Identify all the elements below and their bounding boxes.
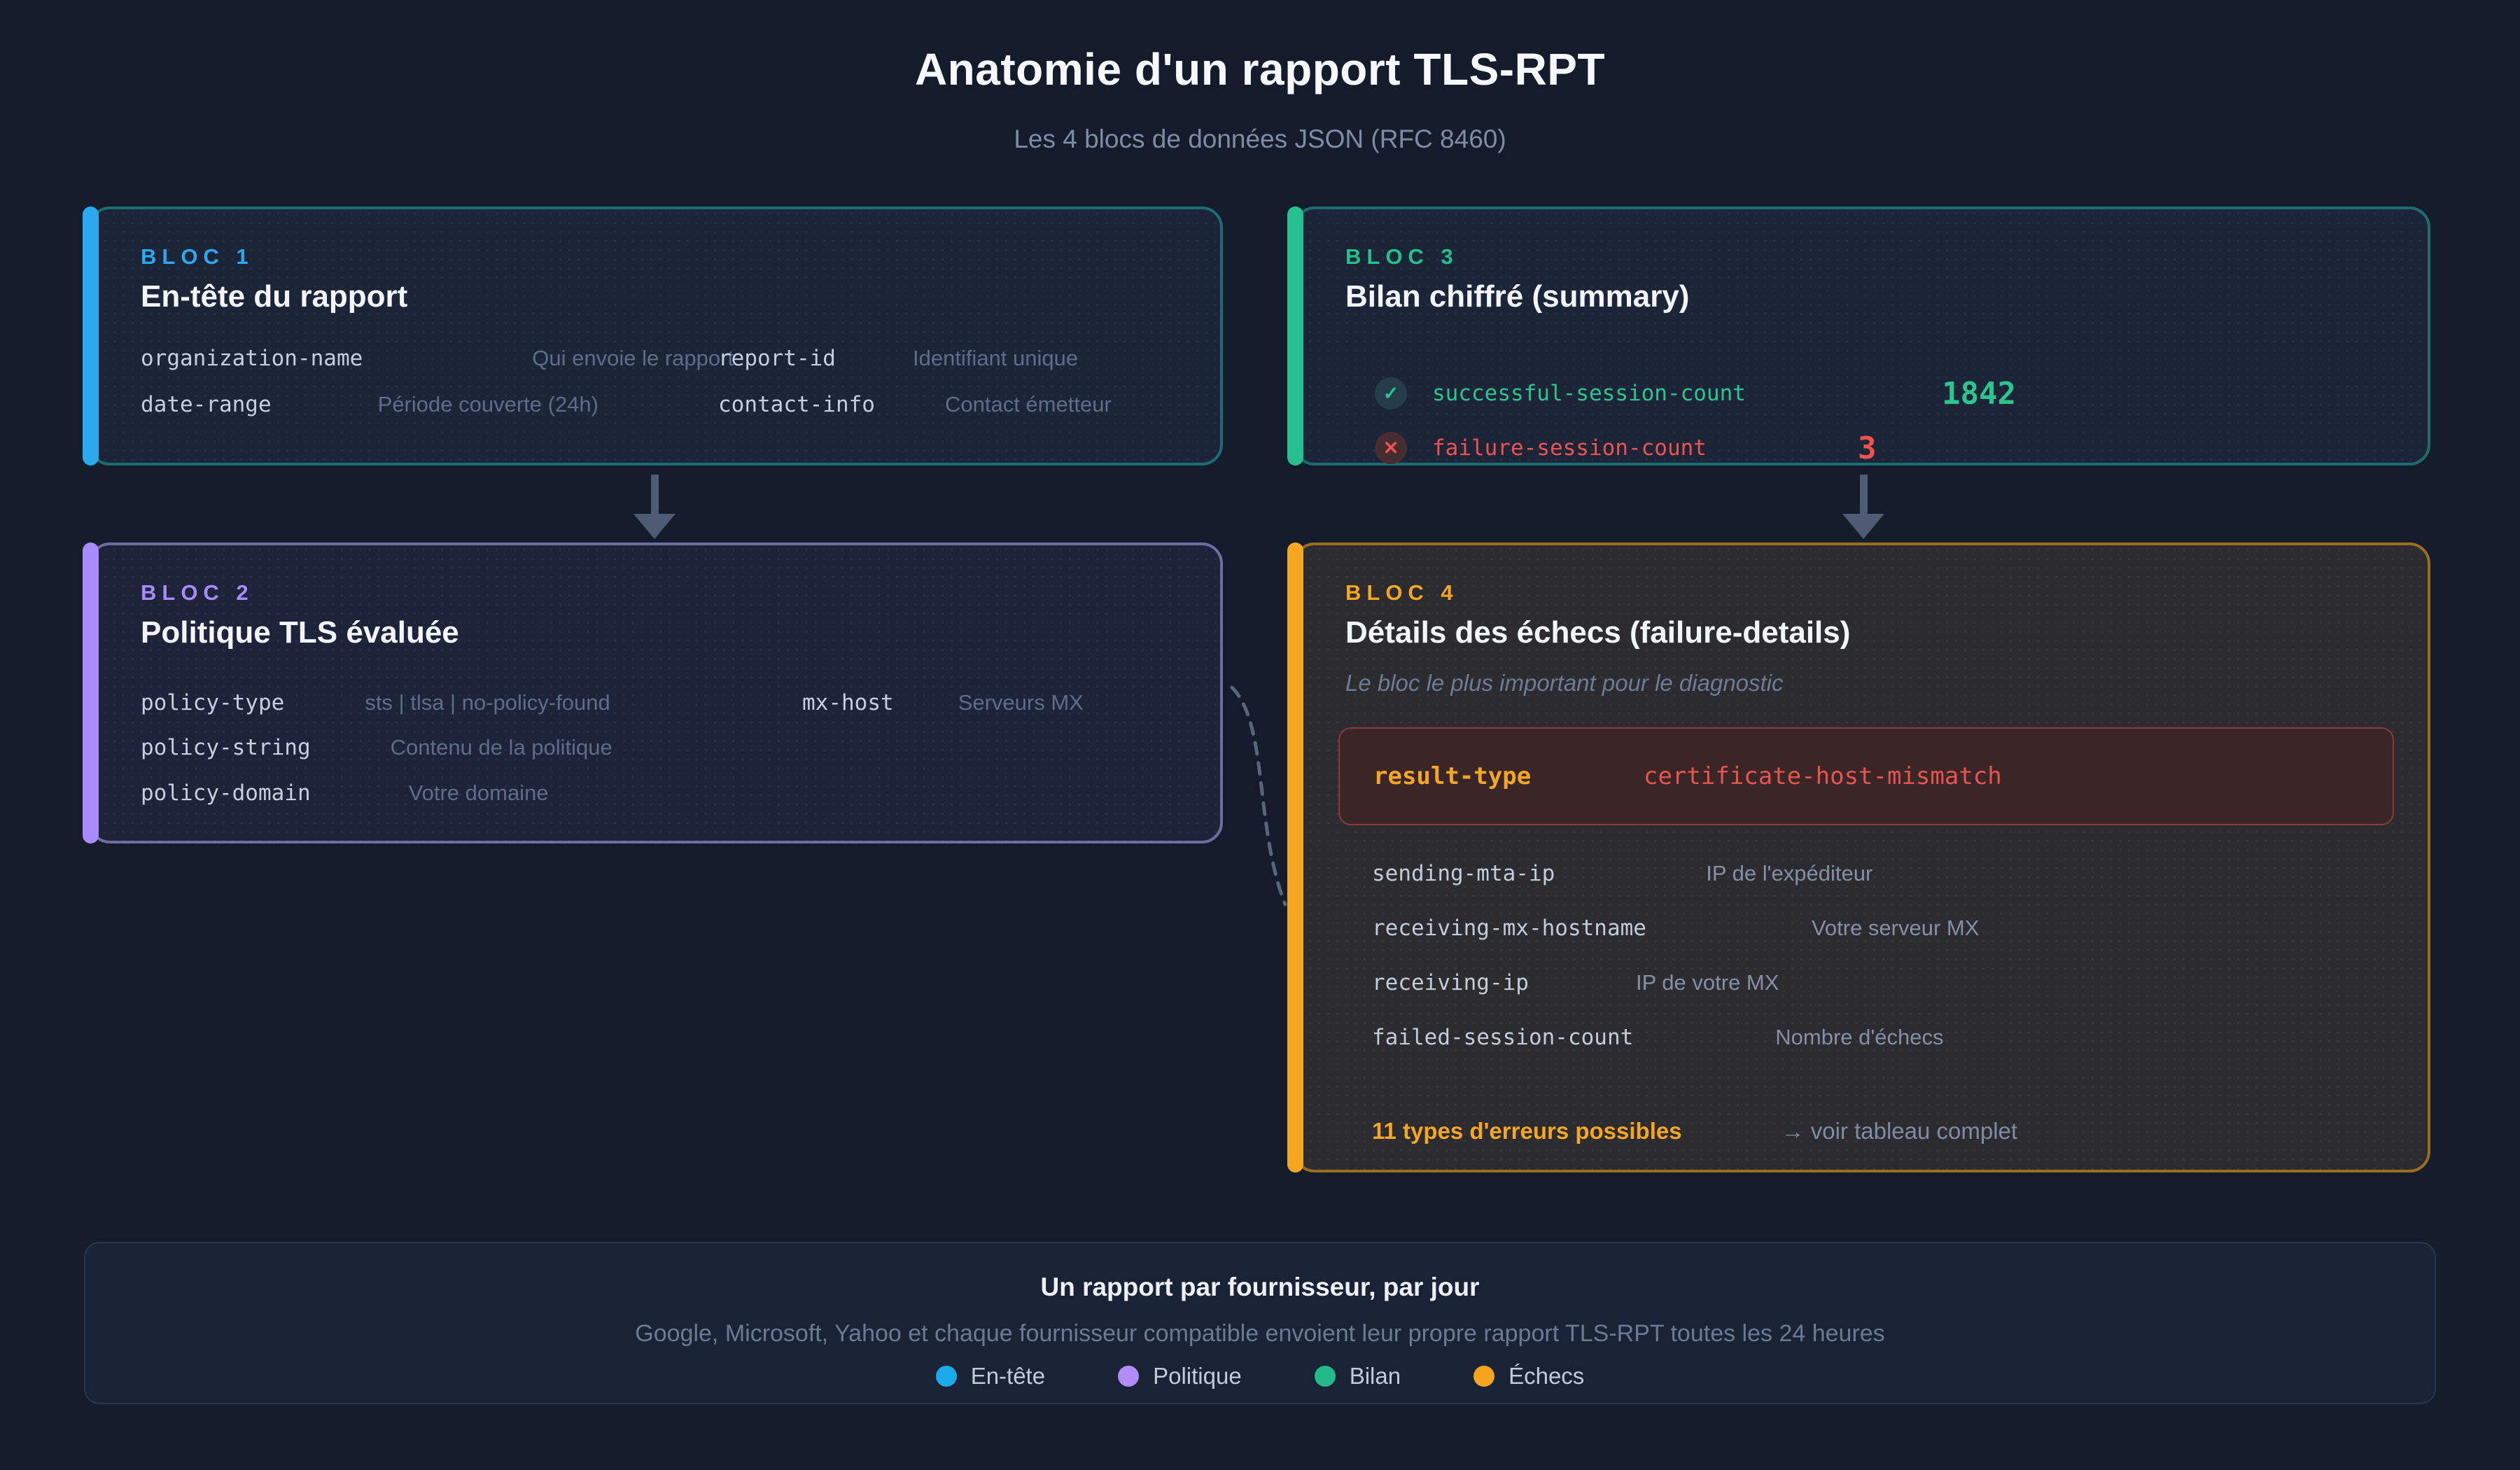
bloc3-label: BLOC 3: [1345, 244, 1459, 269]
field-key: contact-info: [718, 392, 875, 417]
card-tls-policy: BLOC 2 Politique TLS évaluée policy-type…: [83, 542, 1223, 844]
field-key: failed-session-count: [1372, 1025, 1634, 1050]
card-report-header: BLOC 1 En-tête du rapport organization-n…: [83, 206, 1223, 465]
bloc1-title: En-tête du rapport: [141, 279, 408, 314]
field-key: organization-name: [141, 346, 363, 371]
bloc4-label: BLOC 4: [1345, 580, 1459, 605]
card-summary: BLOC 3 Bilan chiffré (summary) successfu…: [1287, 206, 2430, 466]
accent-bar-bloc3: [1287, 206, 1303, 465]
bloc2-label: BLOC 2: [141, 580, 254, 605]
legend-dot-orange: [1474, 1366, 1495, 1387]
accent-bar-bloc1: [83, 206, 99, 465]
field-failed-session-count: failed-session-count Nombre d'échecs: [1372, 1024, 1944, 1051]
legend-dot-green: [1314, 1366, 1336, 1387]
result-type-key: result-type: [1373, 762, 1532, 790]
arrow-shaft: [650, 475, 659, 514]
legend-dot-purple: [1118, 1366, 1140, 1387]
field-desc: Qui envoie le rapport: [532, 346, 734, 370]
page-subtitle: Les 4 blocs de données JSON (RFC 8460): [1014, 125, 1506, 153]
field-desc: Contact émetteur: [944, 392, 1112, 416]
error-types-count: 11 types d'erreurs possibles: [1372, 1118, 1682, 1144]
provider-info-panel: Un rapport par fournisseur, par jour Goo…: [84, 1242, 2436, 1404]
panel-description: Google, Microsoft, Yahoo et chaque fourn…: [635, 1320, 1885, 1347]
field-organization-name: organization-name Qui envoie le rapport: [141, 345, 734, 372]
down-arrow-icon: [634, 475, 676, 539]
field-receiving-mx-hostname: receiving-mx-hostname Votre serveur MX: [1372, 915, 1979, 941]
field-desc: sts | tlsa | no-policy-found: [365, 690, 610, 715]
bloc4-subtitle: Le bloc le plus important pour le diagno…: [1345, 670, 1784, 696]
accent-bar-bloc4: [1287, 542, 1303, 1172]
field-report-id: report-id Identifiant unique: [718, 345, 1078, 372]
field-desc: Nombre d'échecs: [1775, 1025, 1944, 1049]
summary-key: successful-session-count: [1432, 381, 1746, 406]
arrow-shaft: [1859, 475, 1868, 514]
bloc4-footer: 11 types d'erreurs possibles → voir table…: [1372, 1118, 2017, 1144]
field-mx-host: mx-host Serveurs MX: [802, 690, 1084, 716]
field-key: receiving-mx-hostname: [1372, 916, 1646, 941]
legend-label: Bilan: [1349, 1363, 1401, 1389]
arrow-head: [1842, 514, 1884, 539]
field-policy-domain: policy-domain Votre domaine: [141, 780, 549, 806]
accent-bar-bloc2: [83, 542, 99, 844]
bloc2-title: Politique TLS évaluée: [141, 615, 459, 650]
down-arrow-icon: [1842, 475, 1884, 539]
legend-label: Échecs: [1508, 1363, 1585, 1389]
bloc3-title: Bilan chiffré (summary): [1345, 279, 1690, 314]
result-type-value: certificate-host-mismatch: [1644, 762, 2002, 790]
bloc1-label: BLOC 1: [141, 244, 254, 269]
legend-item-echecs: Échecs: [1474, 1363, 1584, 1390]
summary-row-failure: failure-session-count: [1375, 432, 1707, 464]
cross-icon: [1375, 432, 1407, 464]
field-sending-mta-ip: sending-mta-ip IP de l'expéditeur: [1372, 860, 1872, 887]
field-desc: Votre serveur MX: [1811, 916, 1980, 940]
legend-label: En-tête: [970, 1363, 1046, 1389]
field-key: sending-mta-ip: [1372, 861, 1555, 886]
result-type-highlight-row: result-type certificate-host-mismatch: [1338, 727, 2394, 825]
field-desc: Période couverte (24h): [377, 392, 598, 416]
summary-row-success: successful-session-count: [1375, 377, 1746, 410]
summary-key: failure-session-count: [1432, 435, 1707, 461]
field-key: mx-host: [802, 690, 894, 715]
legend-item-entete: En-tête: [935, 1363, 1046, 1390]
field-desc: IP de votre MX: [1635, 970, 1779, 995]
field-receiving-ip: receiving-ip IP de votre MX: [1372, 969, 1779, 996]
page-title: Anatomie d'un rapport TLS-RPT: [914, 44, 1606, 94]
field-key: policy-domain: [141, 780, 311, 806]
summary-value-success: 1842: [1942, 376, 2016, 412]
legend-item-politique: Politique: [1118, 1363, 1242, 1390]
field-key: receiving-ip: [1372, 970, 1529, 995]
color-legend: En-tête Politique Bilan Échecs: [935, 1363, 1584, 1390]
field-desc: Votre domaine: [408, 780, 549, 805]
field-policy-type: policy-type sts | tlsa | no-policy-found: [141, 690, 610, 716]
field-desc: Identifiant unique: [912, 346, 1079, 370]
field-key: policy-type: [141, 690, 285, 715]
legend-item-bilan: Bilan: [1314, 1363, 1401, 1390]
panel-title: Un rapport par fournisseur, par jour: [1040, 1273, 1480, 1301]
check-icon: [1375, 377, 1407, 410]
field-key: policy-string: [141, 735, 311, 760]
field-desc: Serveurs MX: [958, 690, 1084, 715]
see-full-table-link[interactable]: → voir tableau complet: [1781, 1118, 2018, 1144]
arrow-head: [634, 514, 676, 539]
card-failure-details: BLOC 4 Détails des échecs (failure-detai…: [1287, 542, 2430, 1172]
field-desc: IP de l'expéditeur: [1706, 861, 1873, 886]
bloc4-title: Détails des échecs (failure-details): [1345, 615, 1851, 650]
summary-value-failure: 3: [1858, 430, 1877, 466]
legend-dot-blue: [935, 1366, 957, 1387]
field-key: report-id: [718, 346, 836, 371]
field-contact-info: contact-info Contact émetteur: [718, 391, 1112, 418]
field-key: date-range: [141, 392, 272, 417]
field-policy-string: policy-string Contenu de la politique: [141, 734, 612, 761]
field-desc: Contenu de la politique: [390, 735, 612, 760]
legend-label: Politique: [1153, 1363, 1242, 1389]
field-date-range: date-range Période couverte (24h): [141, 391, 598, 418]
